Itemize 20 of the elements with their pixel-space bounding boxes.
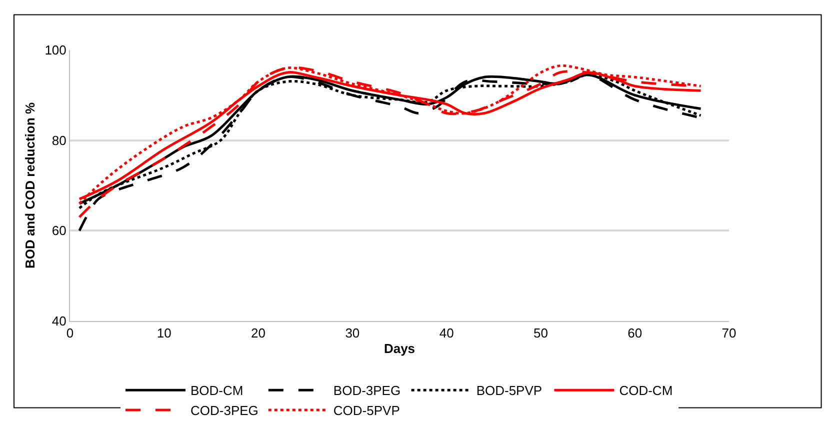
x-tick-label: 60	[628, 326, 642, 341]
y-tick-label: 40	[52, 314, 66, 329]
legend-label: COD-3PEG	[190, 403, 258, 418]
x-tick-label: 20	[251, 326, 266, 341]
legend-label: COD-CM	[619, 383, 673, 398]
legend-label: BOD-5PVP	[476, 383, 542, 398]
y-tick-label: 60	[52, 223, 66, 238]
legend-label: COD-5PVP	[333, 403, 400, 418]
x-tick-label: 30	[345, 326, 360, 341]
x-tick-label: 10	[156, 326, 172, 341]
x-tick-label: 40	[439, 326, 454, 341]
x-tick-label: 50	[533, 326, 548, 341]
x-tick-label: 0	[66, 326, 74, 341]
x-tick-label: 70	[722, 326, 736, 341]
x-axis-title: Days	[384, 341, 416, 356]
y-tick-label: 80	[52, 132, 66, 148]
y-axis-title: BOD and COD reduction %	[22, 102, 38, 269]
y-tick-label: 100	[44, 42, 66, 58]
legend-label: BOD-3PEG	[333, 383, 401, 398]
legend-label: BOD-CM	[190, 383, 244, 398]
